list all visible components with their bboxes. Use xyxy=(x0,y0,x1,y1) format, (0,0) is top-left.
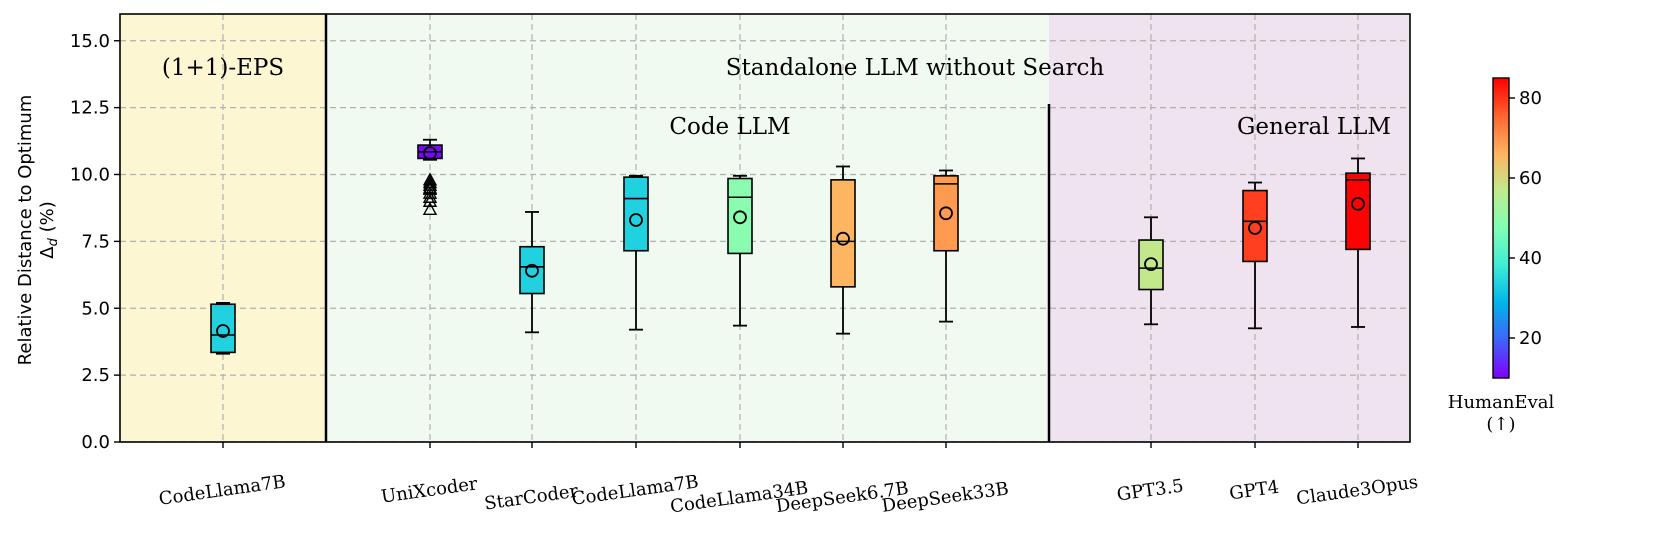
colorbar-tick-label: 60 xyxy=(1519,168,1542,189)
colorbar-gradient xyxy=(1492,77,1510,379)
boxes xyxy=(210,138,1371,355)
mean-marker xyxy=(733,210,747,225)
x-tick-label: UniXcoder xyxy=(380,473,479,507)
x-tick-label: GPT3.5 xyxy=(1116,475,1185,505)
outlier-marker xyxy=(422,172,438,186)
box-rect xyxy=(1345,172,1371,251)
outlier-marker xyxy=(422,193,438,207)
outlier-marker xyxy=(422,185,438,199)
plot-frame xyxy=(119,13,1411,443)
box-item xyxy=(830,165,856,335)
region-subtitle: General LLM xyxy=(1237,114,1391,140)
y-tick-label: 0.0 xyxy=(81,432,110,453)
grid-lines xyxy=(120,14,1410,443)
y-tick-label: 15.0 xyxy=(70,31,110,52)
box-item xyxy=(1345,157,1371,328)
colorbar-label-arrow: (↑) xyxy=(1486,414,1515,435)
region-title: (1+1)-EPS xyxy=(162,55,284,81)
y-tick-label: 2.5 xyxy=(81,365,110,386)
box-rect xyxy=(1138,239,1164,291)
region-title: Standalone LLM without Search xyxy=(726,55,1105,81)
box-item xyxy=(1138,216,1164,326)
mean-marker xyxy=(836,231,850,246)
y-axis-label-unit: Δd (%) xyxy=(37,201,61,258)
x-tick-label: CodeLlama7B xyxy=(158,471,287,510)
x-tick-label: GPT4 xyxy=(1228,477,1280,505)
box-rect xyxy=(519,245,545,295)
x-tick-label: Claude3Opus xyxy=(1295,472,1419,510)
colorbar-tick-label: 20 xyxy=(1519,328,1542,349)
box-item xyxy=(727,174,753,327)
mean-marker xyxy=(1351,197,1365,211)
y-axis-symbol: Δ xyxy=(37,246,58,259)
mean-marker xyxy=(423,146,437,161)
mean-marker xyxy=(939,206,953,221)
box-rect xyxy=(933,175,959,252)
y-tick-label: 7.5 xyxy=(81,231,110,252)
x-tick-label: StarCoder xyxy=(483,481,580,515)
mean-marker xyxy=(216,324,230,338)
y-tick-label: 12.5 xyxy=(70,98,110,119)
mean-marker xyxy=(629,213,643,227)
region-background xyxy=(326,14,1049,442)
outlier-marker xyxy=(422,201,438,215)
colorbar-tick-label: 80 xyxy=(1519,88,1542,109)
box-item xyxy=(210,301,236,355)
colorbar-label: HumanEval xyxy=(1448,392,1555,413)
box-item xyxy=(623,174,649,331)
y-axis-symbol-subscript: d xyxy=(46,237,61,246)
box-item xyxy=(417,138,443,215)
box-rect xyxy=(727,177,753,255)
box-item xyxy=(933,169,959,323)
mean-marker xyxy=(1144,257,1158,272)
box-rect xyxy=(1242,189,1268,263)
y-tick-label: 10.0 xyxy=(70,165,110,186)
box-item xyxy=(519,211,545,334)
box-item xyxy=(1242,181,1268,330)
region-subtitle: Code LLM xyxy=(669,114,790,140)
mean-marker xyxy=(525,263,539,278)
colorbar-tick-label: 40 xyxy=(1519,248,1542,269)
y-axis-unit: (%) xyxy=(37,201,58,238)
y-tick-label: 5.0 xyxy=(81,298,110,319)
colorbar: 20 40 60 80 HumanEval(↑) xyxy=(1448,77,1555,435)
box-rect xyxy=(210,303,236,354)
y-axis-label: Relative Distance to Optimum xyxy=(15,95,36,366)
mean-marker xyxy=(1248,221,1262,235)
region-titles: (1+1)-EPS Standalone LLM without Search Co… xyxy=(162,55,1391,140)
